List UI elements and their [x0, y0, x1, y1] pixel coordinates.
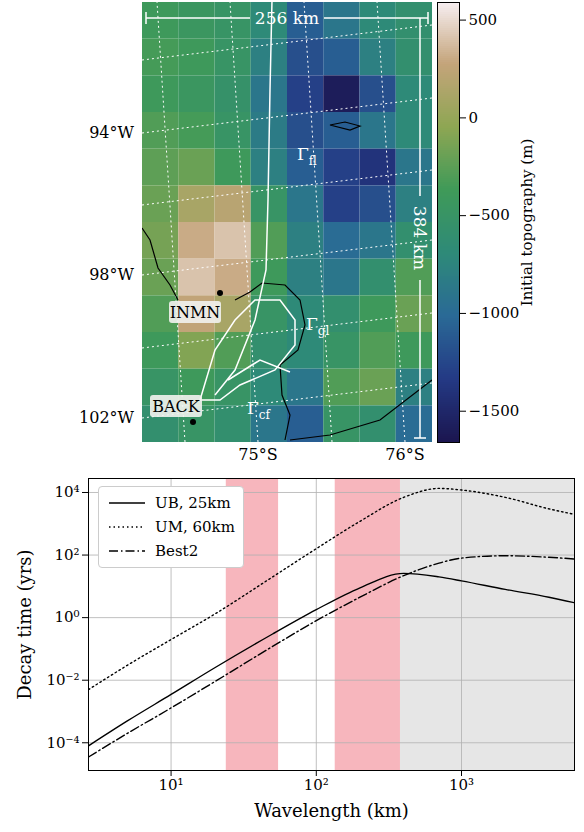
svg-text:76°S: 76°S [385, 445, 424, 464]
svg-text:98°W: 98°W [89, 265, 134, 284]
svg-text:94°W: 94°W [89, 123, 134, 142]
html-text:UB, 25km: UB, 25km [155, 494, 231, 512]
html-text:Best2: Best2 [155, 542, 199, 560]
svg-text:10⁻⁴: 10⁻⁴ [46, 734, 79, 752]
svg-text:10³: 10³ [449, 776, 474, 794]
svg-text:10⁻²: 10⁻² [46, 671, 79, 689]
svg-text:−1000: −1000 [469, 304, 520, 322]
svg-text:INMN: INMN [170, 303, 221, 322]
svg-text:10¹: 10¹ [159, 776, 184, 794]
svg-text:Wavelength (km): Wavelength (km) [254, 800, 409, 821]
svg-text:Decay time (yrs): Decay time (yrs) [14, 549, 35, 699]
svg-text:Initial topography (m): Initial topography (m) [518, 139, 536, 307]
svg-text:384 km: 384 km [410, 206, 430, 270]
svg-text:−500: −500 [469, 206, 510, 224]
svg-text:10²: 10² [304, 776, 329, 794]
svg-text:10⁴: 10⁴ [54, 483, 79, 501]
svg-text:102°W: 102°W [79, 408, 135, 427]
svg-text:Γcf: Γcf [247, 398, 272, 422]
svg-text:500: 500 [469, 11, 498, 29]
svg-text:10⁰: 10⁰ [54, 608, 79, 626]
svg-text:Γgl: Γgl [306, 314, 329, 338]
svg-text:0: 0 [469, 109, 479, 127]
html-text:UM, 60km: UM, 60km [155, 518, 235, 536]
svg-text:BACK: BACK [152, 397, 201, 416]
svg-text:256 km: 256 km [255, 8, 319, 28]
svg-text:−1500: −1500 [469, 402, 520, 420]
svg-text:Γfl: Γfl [297, 144, 317, 168]
svg-text:75°S: 75°S [238, 445, 277, 464]
svg-text:10²: 10² [54, 546, 79, 564]
